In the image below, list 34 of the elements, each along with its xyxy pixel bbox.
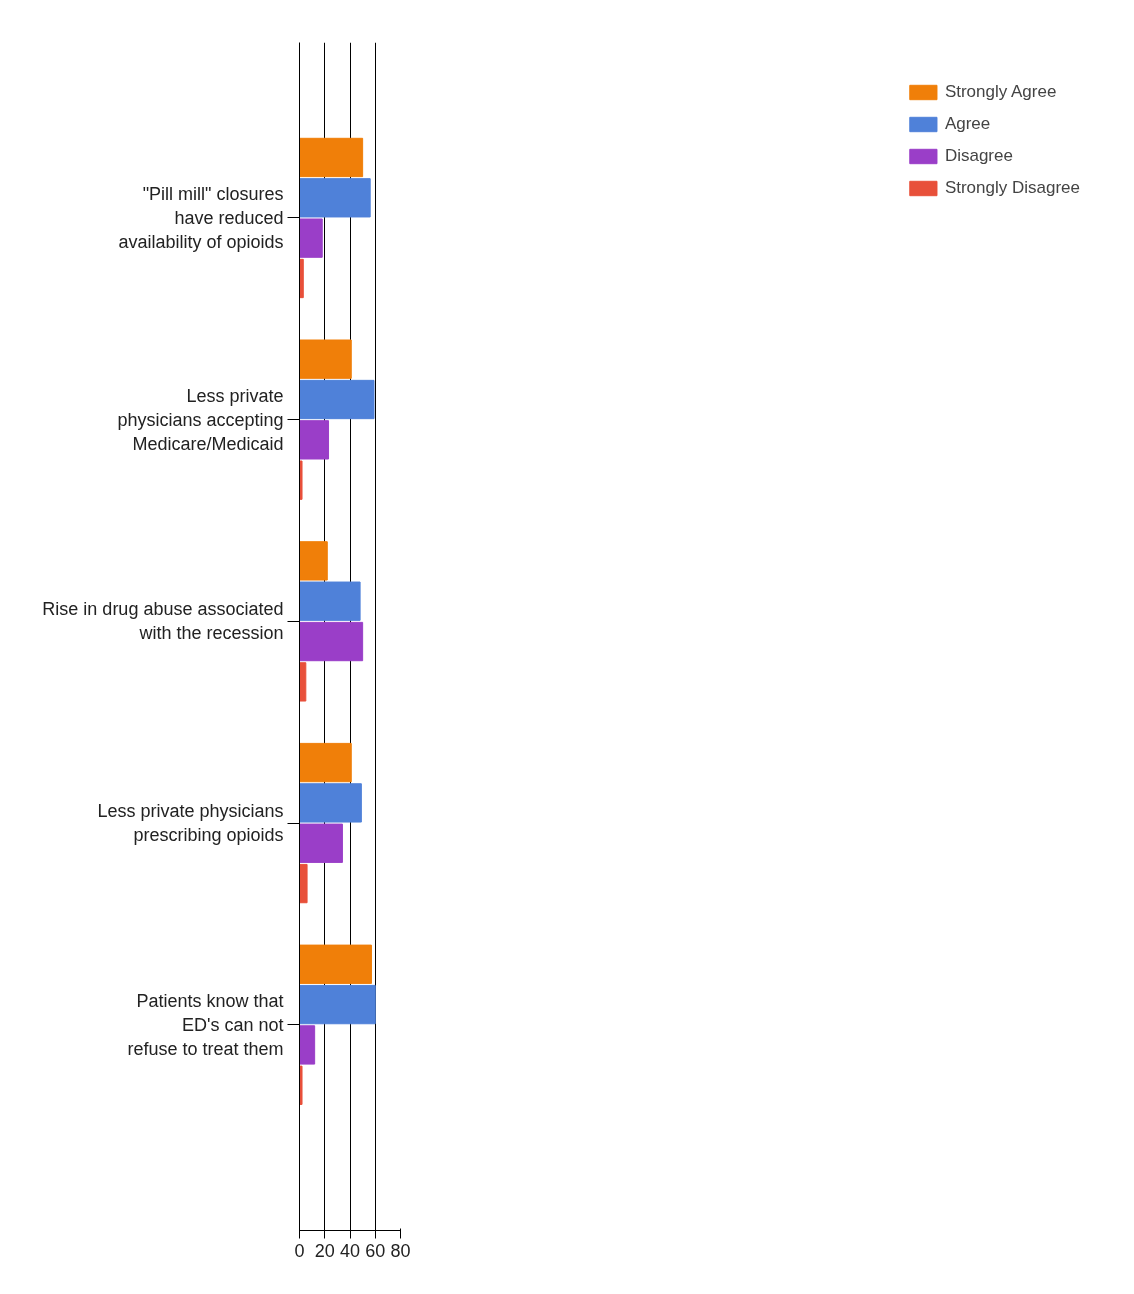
bar xyxy=(299,581,361,621)
bar xyxy=(299,541,328,581)
bar xyxy=(299,1065,303,1105)
x-tick-label: 0 xyxy=(294,1240,305,1261)
y-tick-label: Patients know that ED's can not refuse to treat them xyxy=(127,990,284,1059)
bar xyxy=(299,742,352,783)
bar xyxy=(299,823,343,863)
y-tick-label: Less private physicians prescribing opioids xyxy=(97,801,284,846)
bar xyxy=(299,662,307,702)
y-tick-label: Less private physicians accepting Medicare/Medicaid xyxy=(117,385,284,454)
y-tick-label: Rise in drug abuse associated with the recession xyxy=(42,599,284,644)
y-tick-label: "Pill mill" closures have reduced availability of opioids xyxy=(118,183,284,252)
bar xyxy=(299,863,308,904)
x-tick-label: 20 xyxy=(314,1240,335,1261)
bar xyxy=(299,258,304,299)
bar xyxy=(299,460,303,500)
bar xyxy=(299,137,364,178)
legend-label: Strongly Agree xyxy=(944,82,1057,102)
legend-label: Disagree xyxy=(944,146,1013,166)
x-tick-label: 40 xyxy=(339,1240,361,1261)
bar xyxy=(299,420,330,460)
bar xyxy=(299,621,364,662)
bar xyxy=(299,218,323,258)
legend-label: Strongly Disagree xyxy=(944,178,1080,198)
bar xyxy=(299,944,372,984)
x-tick-label: 60 xyxy=(365,1240,386,1261)
bar xyxy=(299,984,376,1025)
bar xyxy=(299,783,362,823)
bar xyxy=(299,379,375,420)
legend-label: Agree xyxy=(944,114,991,134)
x-tick-label: 80 xyxy=(390,1240,411,1261)
bar xyxy=(299,339,352,379)
bar xyxy=(299,1025,316,1065)
bar xyxy=(299,178,371,218)
